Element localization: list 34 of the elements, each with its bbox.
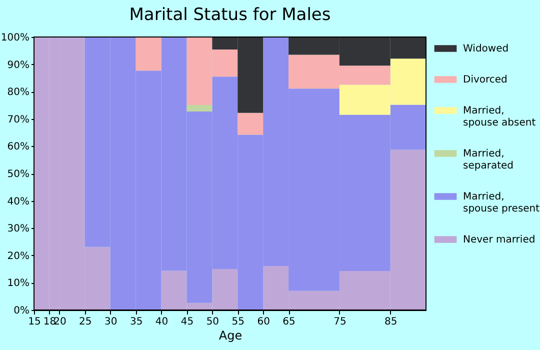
x-tick-label: 60 [257,316,270,328]
x-tick-label: 35 [130,316,143,328]
y-tick-label: 0% [14,306,30,316]
y-tick-label: 70% [7,114,30,126]
x-axis-title: Age [218,328,242,342]
x-tick-label: 45 [180,316,194,328]
legend-label: Widowed [463,44,509,54]
y-tick-label: 40% [7,196,30,208]
x-tick-label: 65 [282,316,296,328]
bar [238,112,264,135]
chart-title: Marital Status for Males [129,5,331,25]
legend-label: Married, spouse present [463,192,540,214]
y-tick-label: 10% [7,278,30,290]
bar [136,37,162,71]
x-tick-label: 85 [384,316,398,328]
y-tick-label: 20% [7,250,30,262]
y-tick-label: 50% [7,169,30,180]
legend-label: Divorced [463,74,508,86]
x-tick-label: 75 [334,316,346,328]
bar [186,104,212,112]
x-tick-label: 40 [155,316,168,328]
y-tick-label: 100% [0,32,30,44]
legend-label: Married, spouse absent [463,106,536,128]
y-tick-label: 60% [7,142,30,153]
y-tick-label: 90% [7,60,30,71]
legend-label: Married, separated [463,148,514,172]
y-tick-label: 30% [7,224,30,235]
x-tick-label: 30 [104,316,118,328]
x-tick-label: 50 [206,316,220,328]
y-tick-label: 80% [7,87,30,98]
x-tick-label: 55 [232,316,245,328]
legend-label: Never married [463,234,536,246]
x-tick-label: 25 [79,316,92,328]
x-tick-label: 15 [28,316,41,328]
